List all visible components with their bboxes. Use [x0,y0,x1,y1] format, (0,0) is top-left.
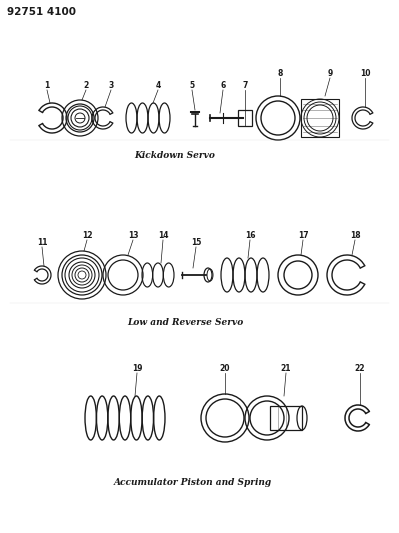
Text: Kickdown Servo: Kickdown Servo [134,151,215,160]
Text: 18: 18 [350,231,360,240]
Text: Low and Reverse Servo: Low and Reverse Servo [127,318,243,327]
Text: 8: 8 [277,69,282,78]
Text: 15: 15 [191,238,201,247]
Text: 21: 21 [281,364,291,373]
Text: 22: 22 [355,364,365,373]
Text: 4: 4 [155,81,161,90]
Text: 7: 7 [242,81,248,90]
Text: 92751 4100: 92751 4100 [7,7,76,17]
Text: 1: 1 [44,81,49,90]
Bar [270,406,302,430]
Bar [301,99,339,137]
Text: 17: 17 [298,231,308,240]
Text: 6: 6 [220,81,225,90]
Text: 14: 14 [158,231,168,240]
Bar [238,110,252,126]
Text: 10: 10 [360,69,370,78]
Text: 20: 20 [220,364,230,373]
Text: 9: 9 [327,69,333,78]
Text: 5: 5 [190,81,195,90]
Text: 16: 16 [245,231,255,240]
Text: Accumulator Piston and Spring: Accumulator Piston and Spring [114,478,272,487]
Text: 19: 19 [132,364,142,373]
Text: 2: 2 [83,81,89,90]
Text: 11: 11 [37,238,47,247]
Text: 12: 12 [82,231,92,240]
Text: 3: 3 [109,81,114,90]
Text: 13: 13 [128,231,138,240]
